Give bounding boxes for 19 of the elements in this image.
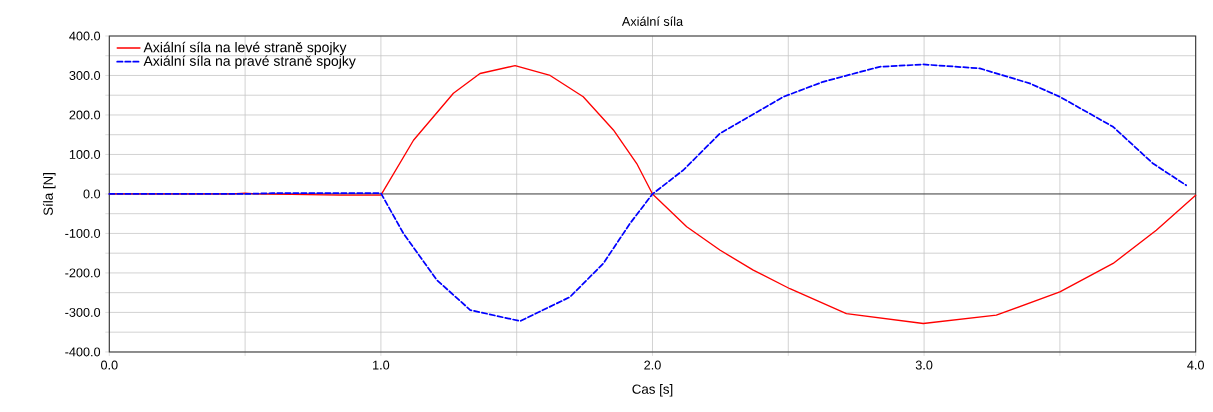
y-tick-label: 100.0	[69, 150, 101, 159]
x-axis-title: Cas [s]	[632, 384, 673, 397]
x-tick-label: 0.0	[101, 360, 118, 370]
y-tick-label: -400.0	[65, 347, 101, 357]
y-tick-label: -100.0	[65, 229, 101, 238]
x-tick-label: 4.0	[1187, 360, 1204, 370]
x-tick-label: 2.0	[644, 360, 661, 370]
y-tick-label: 300.0	[69, 71, 101, 81]
x-tick-label: 1.0	[373, 360, 390, 370]
chart-title: Axiální síla	[621, 16, 684, 26]
legend-label: Axiální síla na pravé straně spojky	[143, 55, 356, 69]
legend-label: Axiální síla na levé straně spojky	[143, 41, 347, 56]
y-tick-label: -200.0	[65, 268, 101, 278]
y-tick-label: -300.0	[65, 307, 101, 317]
y-tick-label: 400.0	[69, 31, 101, 41]
x-tick-label: 3.0	[915, 360, 933, 370]
y-tick-label: 0.0	[83, 189, 101, 199]
y-tick-label: 200.0	[69, 110, 101, 120]
y-axis-title: Síla [N]	[42, 173, 56, 216]
